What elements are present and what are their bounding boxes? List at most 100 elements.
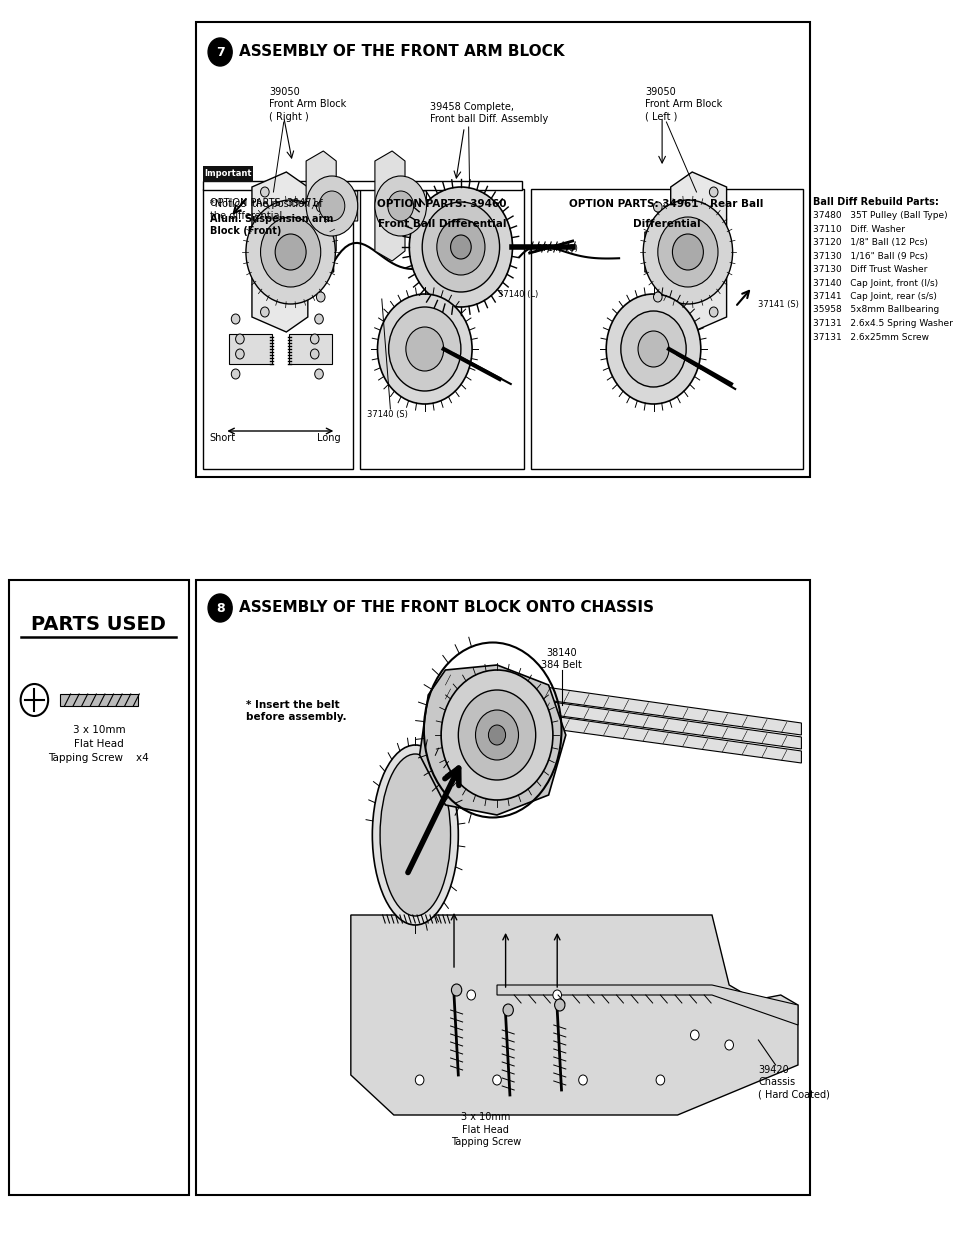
Text: 37140   Cap Joint, front (l/s): 37140 Cap Joint, front (l/s) bbox=[813, 279, 938, 288]
Circle shape bbox=[658, 217, 718, 287]
Circle shape bbox=[553, 990, 561, 1000]
Polygon shape bbox=[644, 172, 726, 332]
Text: PARTS USED: PARTS USED bbox=[31, 615, 166, 634]
Text: 39050
Front Arm Block
( Left ): 39050 Front Arm Block ( Left ) bbox=[644, 86, 721, 122]
Circle shape bbox=[306, 177, 357, 236]
Circle shape bbox=[231, 314, 239, 324]
Text: 39050
Front Arm Block
( Right ): 39050 Front Arm Block ( Right ) bbox=[269, 86, 346, 122]
Text: Long: Long bbox=[316, 433, 340, 443]
Text: 8: 8 bbox=[215, 601, 224, 615]
Circle shape bbox=[709, 308, 718, 317]
Bar bbox=[289, 333, 332, 364]
Circle shape bbox=[724, 1040, 733, 1050]
Polygon shape bbox=[436, 673, 801, 735]
Circle shape bbox=[318, 191, 344, 221]
Circle shape bbox=[475, 710, 518, 760]
Text: 37130   1/16" Ball (9 Pcs): 37130 1/16" Ball (9 Pcs) bbox=[813, 252, 927, 261]
Circle shape bbox=[492, 1074, 500, 1086]
Ellipse shape bbox=[372, 745, 457, 925]
Circle shape bbox=[314, 314, 323, 324]
Circle shape bbox=[620, 311, 685, 387]
Text: 37140 (L): 37140 (L) bbox=[497, 289, 537, 299]
Text: *Notice  the position of
the differential.: *Notice the position of the differential… bbox=[210, 199, 322, 221]
Text: Front Ball Differential: Front Ball Differential bbox=[377, 219, 506, 228]
Text: 37131   2.6x4.5 Spring Washer: 37131 2.6x4.5 Spring Washer bbox=[813, 319, 952, 329]
Circle shape bbox=[450, 235, 471, 259]
Circle shape bbox=[409, 186, 512, 308]
Circle shape bbox=[208, 594, 232, 622]
Text: 39458 Complete,
Front ball Diff. Assembly: 39458 Complete, Front ball Diff. Assembl… bbox=[430, 103, 548, 125]
Circle shape bbox=[260, 186, 269, 198]
Bar bbox=[196, 580, 809, 1195]
Polygon shape bbox=[351, 915, 797, 1115]
Text: Important: Important bbox=[204, 169, 252, 179]
Circle shape bbox=[316, 291, 325, 303]
Text: 37131   2.6x25mm Screw: 37131 2.6x25mm Screw bbox=[813, 332, 928, 342]
Circle shape bbox=[314, 369, 323, 379]
Polygon shape bbox=[375, 151, 426, 261]
Polygon shape bbox=[419, 664, 565, 815]
Text: 35958   5x8mm Ballbearing: 35958 5x8mm Ballbearing bbox=[813, 305, 939, 315]
Polygon shape bbox=[436, 701, 801, 763]
Ellipse shape bbox=[379, 755, 450, 916]
Text: 3 x 10mm
Flat Head
Tapping Screw: 3 x 10mm Flat Head Tapping Screw bbox=[450, 1113, 520, 1147]
Bar bbox=[9, 580, 189, 1195]
Bar bbox=[60, 694, 137, 706]
Text: 3 x 10mm
Flat Head
Tapping Screw    x4: 3 x 10mm Flat Head Tapping Screw x4 bbox=[49, 725, 149, 763]
Text: Alum. Suspension arm
Block (Front): Alum. Suspension arm Block (Front) bbox=[210, 214, 333, 236]
Polygon shape bbox=[306, 151, 357, 261]
Circle shape bbox=[578, 1074, 587, 1086]
Text: ASSEMBLY OF THE FRONT ARM BLOCK: ASSEMBLY OF THE FRONT ARM BLOCK bbox=[239, 44, 564, 59]
Text: OPTION PARTS: 34961 - Rear Ball: OPTION PARTS: 34961 - Rear Ball bbox=[569, 199, 762, 209]
Circle shape bbox=[690, 1030, 699, 1040]
Circle shape bbox=[502, 1004, 513, 1016]
Circle shape bbox=[405, 327, 443, 370]
Polygon shape bbox=[436, 687, 801, 748]
Text: OPTION PARTS: 39471: OPTION PARTS: 39471 bbox=[210, 198, 317, 207]
Circle shape bbox=[316, 203, 325, 212]
Bar bbox=[229, 333, 272, 364]
Circle shape bbox=[653, 291, 661, 303]
Circle shape bbox=[235, 333, 244, 345]
Text: 7: 7 bbox=[215, 46, 224, 58]
Bar bbox=[196, 22, 809, 477]
Text: 39420
Chassis
( Hard Coated): 39420 Chassis ( Hard Coated) bbox=[758, 1065, 829, 1100]
Text: ASSEMBLY OF THE FRONT BLOCK ONTO CHASSIS: ASSEMBLY OF THE FRONT BLOCK ONTO CHASSIS bbox=[239, 600, 654, 615]
Polygon shape bbox=[252, 172, 334, 332]
Circle shape bbox=[260, 308, 269, 317]
Text: 37141 (S): 37141 (S) bbox=[537, 245, 578, 253]
Text: Short: Short bbox=[210, 433, 235, 443]
Circle shape bbox=[310, 350, 318, 359]
Circle shape bbox=[709, 186, 718, 198]
Circle shape bbox=[377, 294, 472, 404]
Text: 38140
384 Belt: 38140 384 Belt bbox=[540, 648, 581, 671]
Circle shape bbox=[638, 331, 668, 367]
Circle shape bbox=[388, 308, 460, 391]
Bar bbox=[203, 182, 521, 190]
Circle shape bbox=[246, 200, 335, 304]
Circle shape bbox=[440, 671, 553, 800]
Text: 37141   Cap Joint, rear (s/s): 37141 Cap Joint, rear (s/s) bbox=[813, 291, 937, 301]
Text: 37110   Diff. Washer: 37110 Diff. Washer bbox=[813, 225, 904, 233]
Circle shape bbox=[605, 294, 700, 404]
Text: 37120   1/8" Ball (12 Pcs): 37120 1/8" Ball (12 Pcs) bbox=[813, 238, 927, 247]
Circle shape bbox=[422, 203, 499, 291]
Circle shape bbox=[436, 219, 484, 275]
Circle shape bbox=[466, 990, 475, 1000]
Circle shape bbox=[388, 191, 414, 221]
Circle shape bbox=[451, 984, 461, 995]
Circle shape bbox=[653, 203, 661, 212]
Circle shape bbox=[21, 684, 48, 716]
Circle shape bbox=[672, 233, 702, 270]
Polygon shape bbox=[497, 986, 797, 1025]
Circle shape bbox=[488, 725, 505, 745]
Circle shape bbox=[375, 177, 426, 236]
Text: OPTION PARTS: 39460: OPTION PARTS: 39460 bbox=[376, 199, 506, 209]
Text: Differential: Differential bbox=[632, 219, 700, 228]
Circle shape bbox=[310, 333, 318, 345]
Circle shape bbox=[642, 200, 732, 304]
Circle shape bbox=[457, 690, 536, 781]
Circle shape bbox=[235, 350, 244, 359]
Circle shape bbox=[231, 369, 239, 379]
Circle shape bbox=[415, 1074, 423, 1086]
